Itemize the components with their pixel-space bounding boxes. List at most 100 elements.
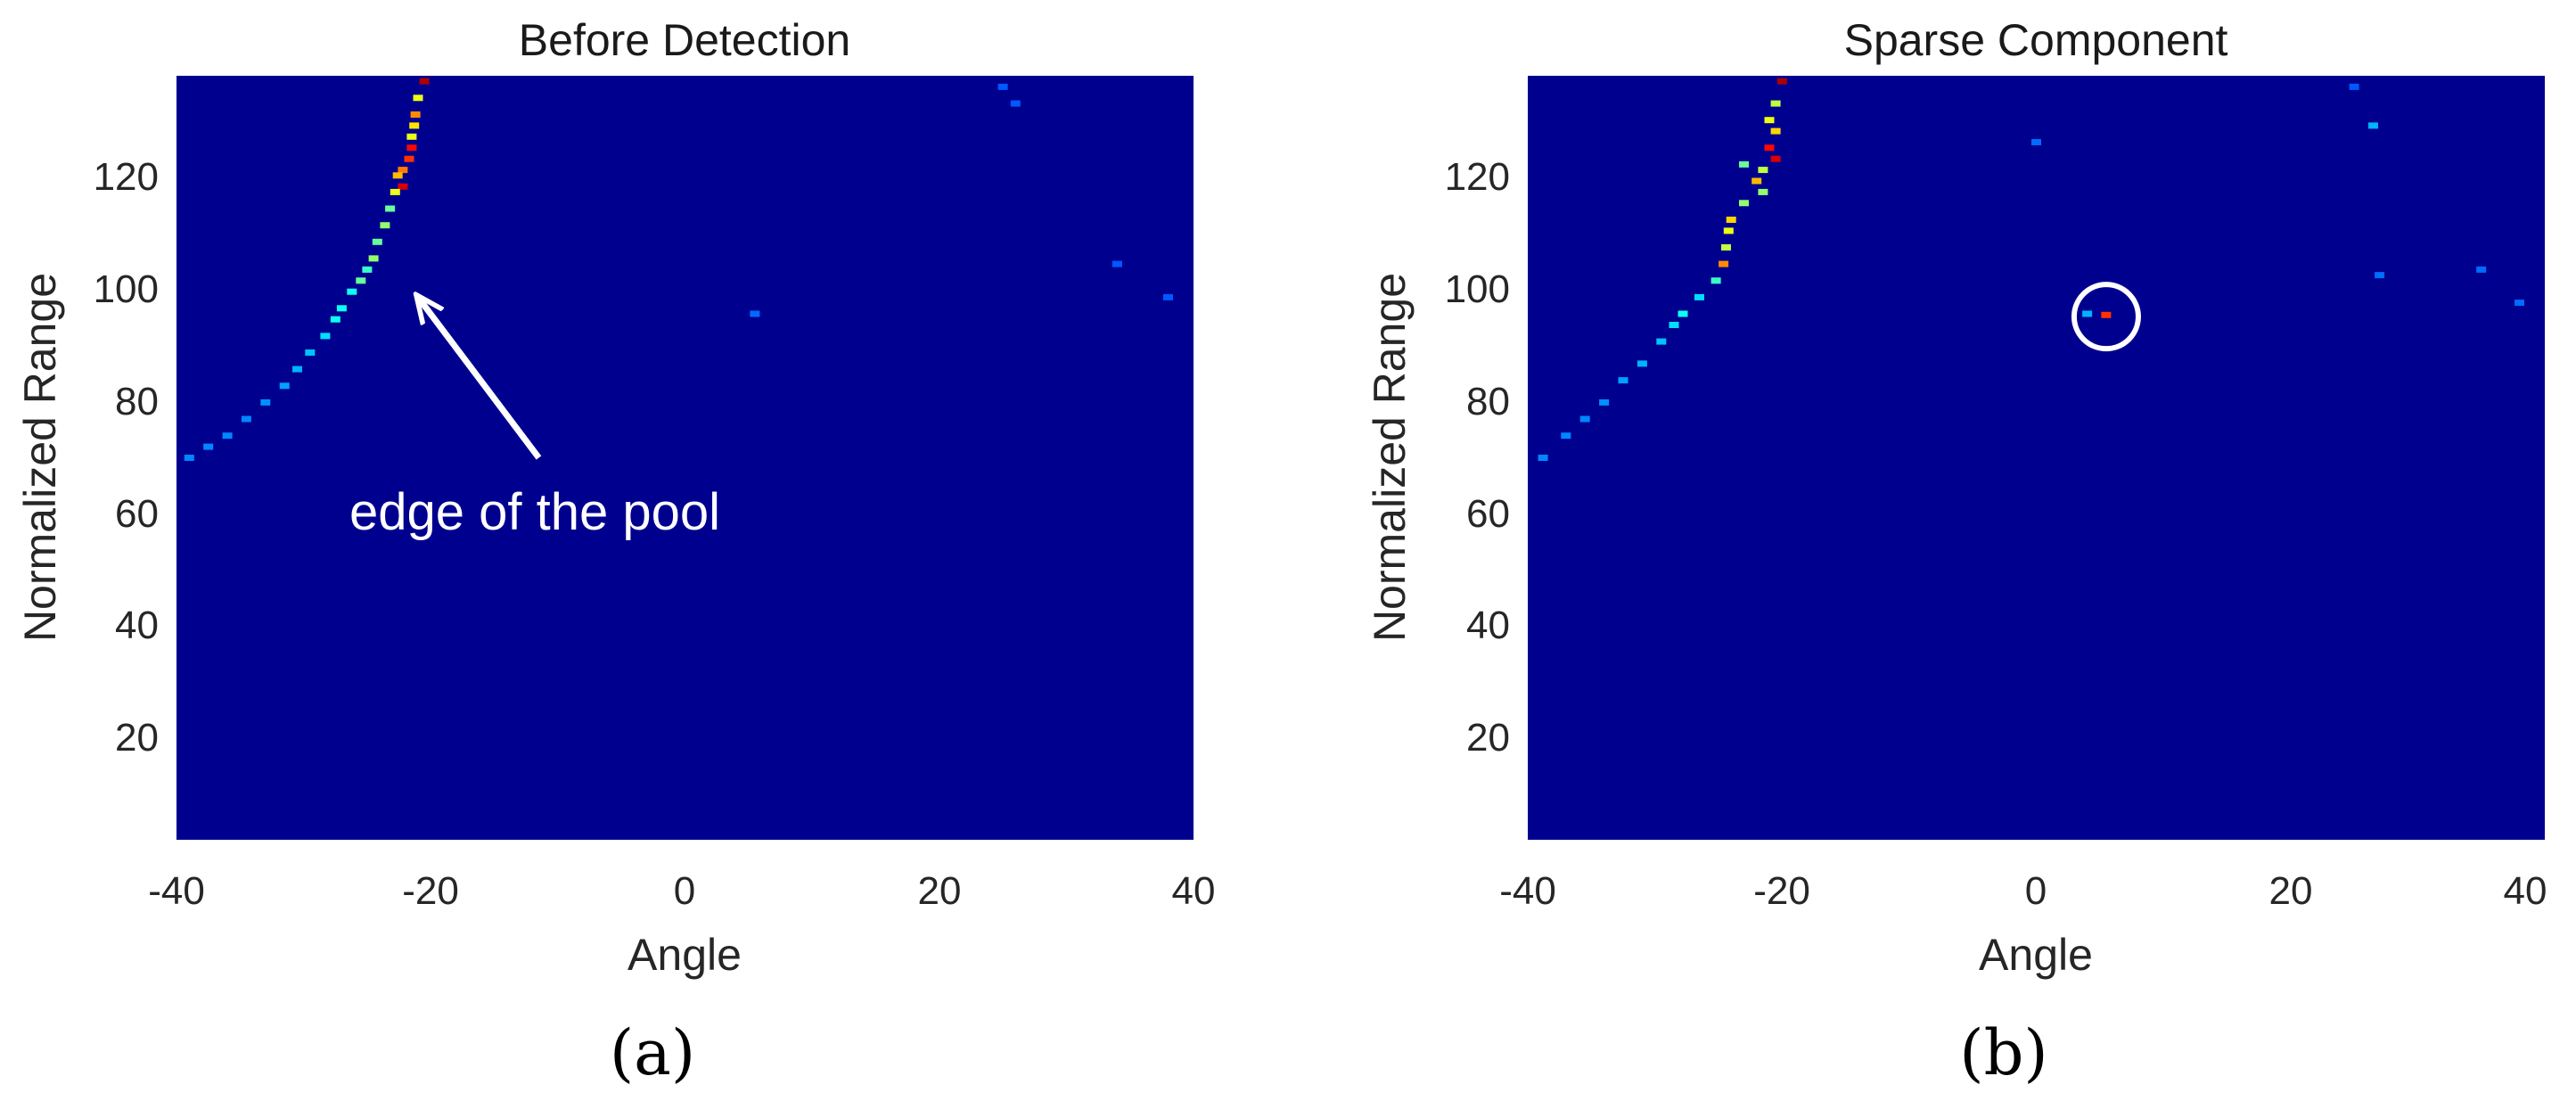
heatmap-cell: [203, 443, 214, 450]
heatmap-cell: [1710, 277, 1721, 284]
heatmap-cell: [2514, 300, 2524, 307]
heatmap-cell: [1770, 127, 1781, 135]
heatmap-cell: [406, 133, 417, 140]
heatmap-cell: [1656, 338, 1667, 345]
panel-caption: (b): [1959, 1016, 2047, 1089]
heatmap-cell: [413, 94, 423, 102]
heatmap-cell: [330, 316, 340, 323]
heatmap-cell: [1776, 78, 1787, 85]
heatmap-cell: [1637, 360, 1647, 367]
heatmap-cell: [398, 183, 408, 190]
heatmap-cell: [1669, 322, 1679, 328]
heatmap-cell: [356, 277, 366, 284]
y-axis-ticks: 120 100 80 60 40 20: [94, 155, 159, 760]
x-tick-label: 20: [2269, 869, 2313, 913]
x-axis-label: Angle: [1979, 930, 2093, 980]
heatmap-cell: [1599, 398, 1610, 406]
heatmap-cell: [385, 205, 396, 212]
chart-panel-before-detection: Before Detection 120 100 80 60 40 20 -40…: [15, 15, 1215, 1089]
heatmap-cell: [1770, 155, 1781, 162]
heatmap-cell: [1163, 293, 1173, 300]
y-axis-label: Normalized Range: [1365, 273, 1415, 642]
heatmap-cell: [292, 366, 302, 373]
y-tick-label: 120: [1445, 155, 1510, 199]
heatmap-cell: [410, 111, 421, 118]
heatmap-cell: [368, 255, 379, 262]
x-tick-label: 0: [2025, 869, 2047, 913]
heatmap-cell: [390, 188, 400, 195]
heatmap-cell: [1538, 455, 1548, 461]
heatmap-cell: [404, 155, 414, 162]
heatmap-cell: [305, 349, 316, 356]
x-tick-label: -40: [148, 869, 205, 913]
heatmap-cell: [1618, 377, 1628, 384]
chart-title: Before Detection: [519, 15, 850, 65]
heatmap-cell: [222, 432, 233, 439]
y-tick-label: 60: [1466, 492, 1510, 536]
y-tick-label: 80: [115, 380, 159, 423]
heatmap-cell: [2031, 139, 2041, 145]
heatmap-cell: [1561, 432, 1571, 439]
y-tick-label: 20: [115, 716, 159, 760]
heatmap-cell: [1721, 244, 1731, 251]
heatmap-cell: [1764, 117, 1775, 124]
heatmap-cell: [336, 305, 347, 312]
x-tick-label: 40: [1172, 869, 1216, 913]
x-tick-label: -20: [1753, 869, 1810, 913]
heatmap-cell: [241, 415, 251, 423]
x-axis-ticks: -40 -20 0 20 40: [148, 869, 1215, 913]
annotation-arrow: [418, 297, 542, 460]
heatmap-cell: [347, 288, 357, 295]
x-axis-label: Angle: [628, 930, 742, 980]
x-tick-label: -40: [1499, 869, 1556, 913]
heatmap-cell: [1694, 293, 1704, 300]
heatmap-cell: [1726, 217, 1736, 223]
x-tick-label: -20: [402, 869, 459, 913]
x-tick-label: 40: [2504, 869, 2547, 913]
heatmap-cell: [997, 83, 1008, 90]
heatmap-cell: [1010, 100, 1021, 107]
y-tick-label: 20: [1466, 716, 1510, 760]
heatmap-cells: [1538, 78, 2524, 461]
heatmap-plot-area: [176, 76, 1194, 840]
heatmap-cell: [1112, 260, 1122, 267]
heatmap-cell: [279, 382, 290, 390]
x-axis-ticks: -40 -20 0 20 40: [1499, 869, 2547, 913]
heatmap-cell: [2476, 266, 2487, 273]
heatmap-cell: [1764, 144, 1775, 152]
x-tick-label: 20: [918, 869, 962, 913]
heatmap-cell: [1579, 415, 1590, 423]
heatmap-cell: [1739, 160, 1749, 168]
heatmap-cell: [2375, 272, 2385, 279]
heatmap-cell: [1770, 100, 1781, 107]
heatmap-cell: [2368, 122, 2378, 129]
y-tick-label: 100: [1445, 267, 1510, 311]
chart-title: Sparse Component: [1844, 15, 2228, 65]
heatmap-cell: [1752, 177, 1762, 185]
x-tick-label: 0: [674, 869, 695, 913]
heatmap-cell: [398, 167, 408, 174]
chart-panel-sparse-component: Sparse Component 120 100 80 60 40 20 -40…: [1365, 15, 2547, 1089]
heatmap-cell: [1723, 227, 1734, 234]
heatmap-cell: [750, 310, 760, 317]
y-axis-ticks: 120 100 80 60 40 20: [1445, 155, 1510, 760]
heatmap-cell: [1678, 310, 1688, 317]
heatmap-cell: [406, 144, 417, 152]
heatmap-cell: [2349, 83, 2359, 90]
panel-caption: (a): [610, 1016, 695, 1089]
y-tick-label: 80: [1466, 380, 1510, 423]
annotation-text: edge of the pool: [349, 483, 720, 541]
heatmap-cell: [2101, 311, 2112, 318]
heatmap-cell: [1758, 167, 1768, 174]
y-axis-label: Normalized Range: [15, 273, 65, 642]
heatmap-cell: [1739, 200, 1749, 207]
heatmap-cells: [184, 78, 1173, 461]
heatmap-cell: [320, 333, 331, 340]
heatmap-cell: [419, 78, 430, 85]
y-tick-label: 40: [115, 604, 159, 647]
heatmap-cell: [380, 222, 390, 229]
heatmap-cell: [362, 266, 373, 273]
y-tick-label: 120: [94, 155, 159, 199]
y-tick-label: 60: [115, 492, 159, 536]
